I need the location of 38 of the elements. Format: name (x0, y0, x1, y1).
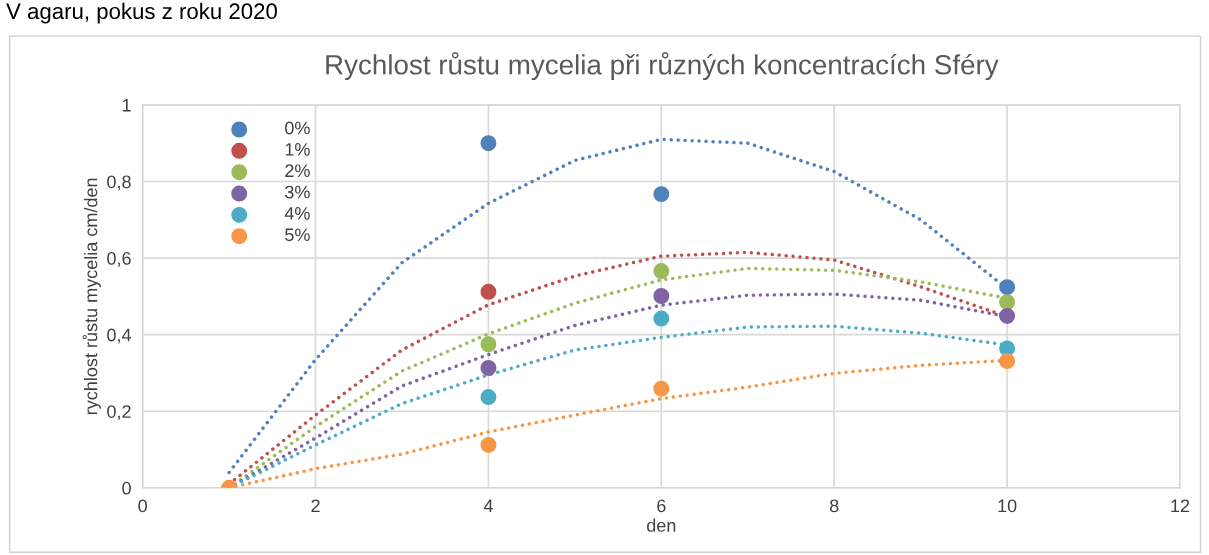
point (999, 353, 1016, 370)
legend-label: 5% (285, 228, 310, 242)
legend-label: 1% (285, 143, 310, 156)
point (480, 336, 497, 353)
legend-label: 0% (285, 121, 310, 135)
x-tick-label: 2 (311, 499, 320, 513)
x-tick-label: 6 (657, 499, 666, 513)
point (480, 360, 497, 376)
point (480, 389, 497, 406)
x-tick-label: 0 (138, 499, 147, 513)
point (999, 294, 1016, 311)
y-tick-label: 1 (122, 99, 131, 112)
chart-title: Rychlost růstu mycelia při různých koncentracích Sféry (326, 51, 999, 81)
point (480, 283, 497, 300)
point (999, 279, 1016, 296)
text: V agaru, pokus z roku 2020 (6, 2, 277, 24)
point (653, 186, 670, 203)
y-axis-title: rychlost růstu mycelia cm/den (82, 178, 101, 415)
x-tick-label: 4 (483, 499, 493, 513)
y-tick-label: 0,8 (107, 175, 131, 191)
x-tick-label: 8 (829, 499, 839, 513)
legend-label: 2% (285, 164, 310, 178)
x-axis-title: den (647, 518, 676, 532)
y-tick-label: 0,6 (107, 252, 131, 267)
point (999, 307, 1016, 324)
point (653, 310, 670, 327)
point (653, 380, 670, 397)
x-tick-label: 10 (998, 499, 1017, 513)
legend-label: 4% (284, 207, 310, 220)
point (480, 436, 497, 453)
y-tick-label: 0,4 (107, 328, 132, 344)
x-tick-label: 12 (1171, 499, 1190, 513)
point (653, 263, 670, 280)
legend-label: 3% (285, 185, 310, 199)
point (480, 135, 497, 152)
point (653, 288, 670, 304)
y-tick-label: 0 (122, 481, 131, 495)
y-tick-label: 0,2 (107, 405, 131, 421)
